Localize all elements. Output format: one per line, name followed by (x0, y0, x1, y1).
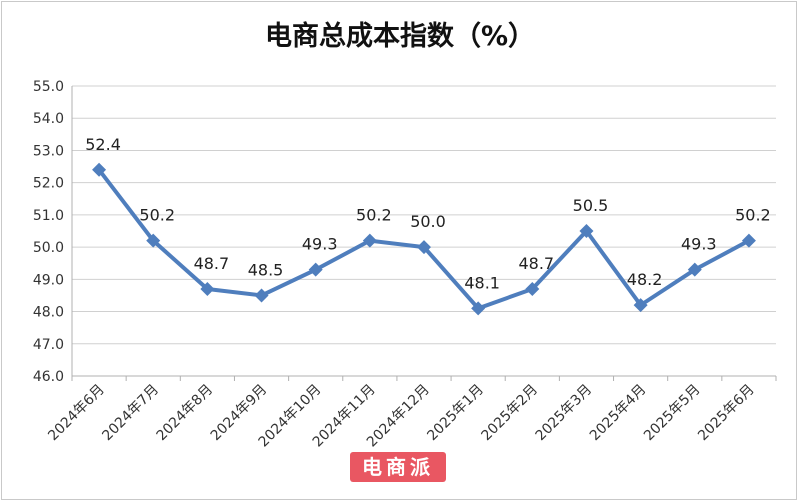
data-point (633, 298, 648, 313)
x-tick-label: 2025年1月 (424, 382, 487, 445)
data-label: 50.2 (356, 206, 392, 225)
x-tick-label: 2025年4月 (587, 382, 650, 445)
x-tick-label: 2025年3月 (533, 382, 596, 445)
data-label: 48.7 (194, 254, 230, 273)
x-tick-label: 2024年7月 (99, 382, 162, 445)
data-label: 50.0 (410, 212, 446, 231)
data-point (525, 282, 540, 296)
data-point (200, 282, 215, 296)
data-label: 48.5 (248, 260, 284, 279)
data-label: 48.7 (518, 254, 554, 273)
x-tick-label: 2024年6月 (45, 382, 108, 445)
watermark-logo: 电商派 (350, 452, 446, 482)
x-tick-label: 2025年2月 (479, 382, 542, 445)
y-tick-label: 46.0 (33, 369, 64, 385)
data-label: 52.4 (85, 135, 121, 154)
data-point (92, 162, 107, 177)
data-label: 49.3 (681, 235, 717, 254)
data-label: 49.3 (302, 235, 338, 254)
data-point (471, 301, 486, 316)
data-point (308, 262, 323, 277)
y-tick-label: 55.0 (33, 79, 64, 95)
y-tick-label: 49.0 (33, 272, 64, 288)
y-tick-label: 51.0 (33, 208, 64, 224)
data-label: 50.2 (735, 206, 771, 225)
x-tick-label: 2025年6月 (695, 382, 758, 445)
data-label: 50.5 (573, 196, 609, 215)
data-point (741, 233, 756, 248)
data-label: 48.1 (464, 273, 500, 292)
y-tick-label: 47.0 (33, 337, 64, 353)
data-point (579, 224, 594, 238)
data-label: 50.2 (139, 206, 175, 225)
y-tick-label: 54.0 (33, 111, 64, 127)
data-point (417, 240, 431, 255)
x-tick-label: 2025年5月 (641, 382, 704, 445)
data-label: 48.2 (627, 270, 663, 289)
y-tick-label: 50.0 (33, 240, 64, 256)
chart-title: 电商总成本指数（%） (264, 21, 536, 52)
data-point (687, 262, 702, 277)
data-point (146, 233, 161, 248)
y-tick-label: 52.0 (33, 176, 64, 192)
y-tick-label: 53.0 (33, 143, 64, 159)
x-tick-label: 2024年8月 (154, 382, 217, 445)
data-point (254, 288, 269, 303)
y-tick-label: 48.0 (33, 305, 64, 321)
data-point (362, 233, 377, 248)
